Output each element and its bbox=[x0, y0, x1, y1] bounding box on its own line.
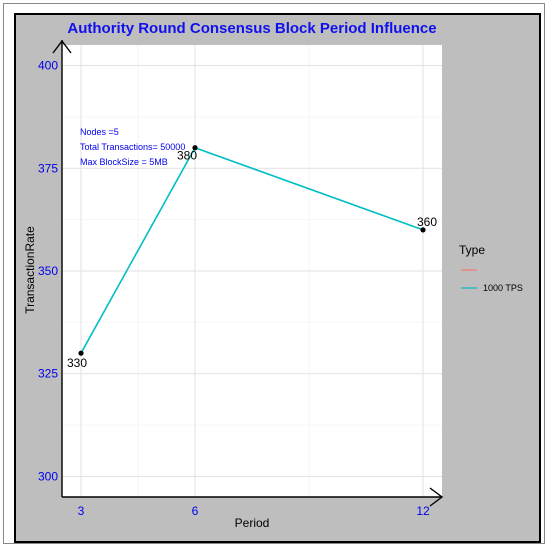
axes bbox=[52, 39, 444, 507]
legend: Type 1000 TPS bbox=[459, 243, 523, 293]
x-axis-title: Period bbox=[235, 516, 270, 530]
data-label: 380 bbox=[177, 149, 197, 163]
data-point bbox=[192, 145, 198, 151]
gridlines bbox=[62, 45, 442, 497]
legend-label: 1000 TPS bbox=[483, 283, 523, 293]
y-tick-labels: 300 325 350 375 400 bbox=[38, 59, 58, 484]
annotation-total-transactions: Total Transactions= 50000 bbox=[80, 142, 185, 152]
legend-items: 1000 TPS bbox=[461, 269, 523, 293]
data-point bbox=[420, 227, 426, 233]
annotation-block: Nodes =5 Total Transactions= 50000 Max B… bbox=[80, 127, 185, 167]
data-point bbox=[78, 350, 84, 356]
x-tick-label: 6 bbox=[192, 504, 199, 518]
data-label: 330 bbox=[67, 356, 87, 370]
x-tick-label: 3 bbox=[78, 504, 85, 518]
legend-title: Type bbox=[459, 243, 485, 257]
data-labels: 330 380 360 bbox=[67, 149, 437, 370]
annotation-nodes: Nodes =5 bbox=[80, 127, 119, 137]
x-tick-label: 12 bbox=[416, 504, 430, 518]
series-layer bbox=[78, 145, 426, 356]
y-tick-label: 325 bbox=[38, 367, 58, 381]
x-axis-arrowhead bbox=[429, 487, 444, 507]
y-tick-label: 400 bbox=[38, 59, 58, 73]
chart-title: Authority Round Consensus Block Period I… bbox=[67, 20, 436, 37]
x-tick-labels: 3 6 12 bbox=[78, 504, 430, 518]
y-axis-title: TransactionRate bbox=[23, 226, 37, 314]
y-tick-label: 300 bbox=[38, 469, 58, 483]
y-tick-label: 350 bbox=[38, 264, 58, 278]
y-tick-label: 375 bbox=[38, 161, 58, 175]
annotation-max-blocksize: Max BlockSize = 5MB bbox=[80, 157, 168, 167]
y-axis-arrowhead bbox=[52, 39, 72, 54]
data-label: 360 bbox=[417, 215, 437, 229]
